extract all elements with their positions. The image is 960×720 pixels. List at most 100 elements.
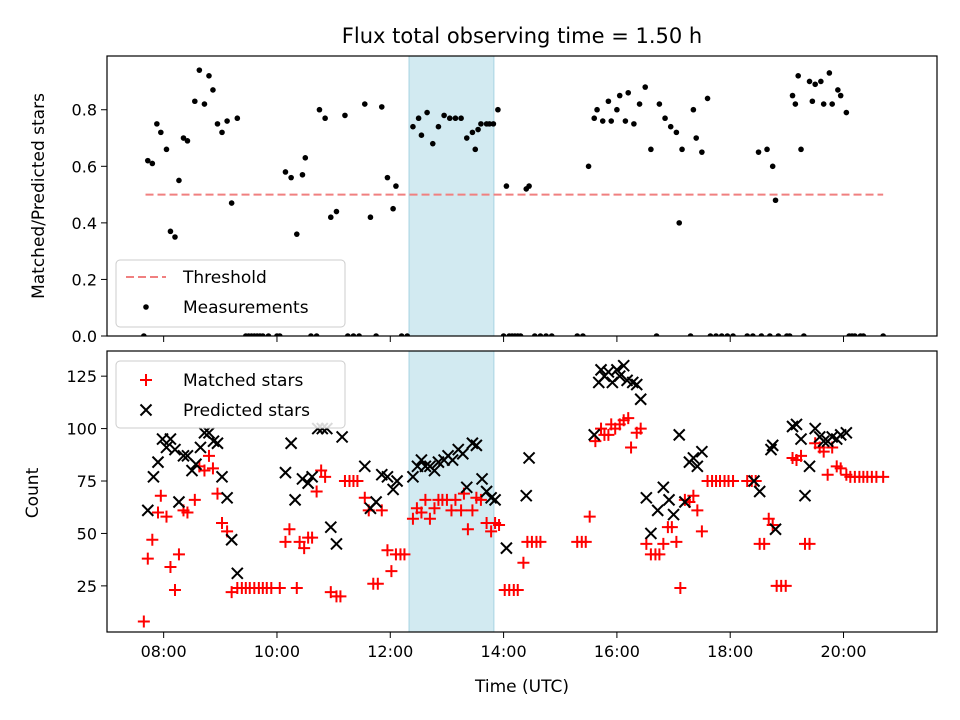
- matched-point: [670, 535, 683, 548]
- matched-point: [371, 577, 384, 590]
- matched-point: [306, 531, 319, 544]
- measurement-point: [622, 118, 629, 124]
- matched-point: [449, 493, 462, 506]
- measurement-point: [435, 123, 442, 130]
- y-tick-label: 0.4: [72, 214, 97, 233]
- measurement-point: [500, 333, 507, 336]
- measurement-point: [478, 121, 484, 127]
- predicted-point: [817, 434, 830, 448]
- measurement-point: [144, 157, 151, 164]
- measurement-point: [260, 333, 266, 336]
- predicted-point: [415, 453, 428, 467]
- y-tick-label: 0.6: [72, 157, 97, 176]
- count-panel: 25 50 75 100 125 08:00 10:00 12:00 14:00 16:00 18:…: [66, 350, 938, 661]
- measurement-point: [801, 333, 807, 336]
- legend-threshold-label: Threshold: [182, 268, 267, 288]
- x-tick-label: 20:00: [820, 642, 866, 661]
- measurement-point: [495, 106, 501, 113]
- predicted-point: [211, 437, 224, 450]
- predicted-point: [678, 495, 692, 509]
- predicted-point: [151, 455, 165, 469]
- matched-point: [315, 464, 328, 477]
- matched-point: [160, 510, 173, 523]
- measurement-point: [795, 72, 801, 79]
- series-measurements: [141, 67, 886, 336]
- measurement-point: [673, 129, 680, 136]
- predicted-point: [177, 449, 190, 463]
- measurement-point: [616, 92, 623, 99]
- y-tick-label: 25: [77, 577, 97, 596]
- measurement-point: [608, 118, 615, 124]
- measurement-point: [843, 109, 850, 116]
- measurement-point: [693, 135, 700, 141]
- x-tick-label: 14:00: [481, 642, 527, 661]
- measurement-point: [361, 101, 368, 107]
- matched-point: [485, 525, 498, 538]
- ratio-panel: 0.0 0.2 0.4 0.6 0.8 Threshold Measurements: [72, 55, 938, 346]
- matched-point: [202, 449, 215, 462]
- measurement-point: [750, 333, 756, 336]
- measurement-point: [441, 112, 447, 119]
- matched-point: [168, 584, 181, 597]
- predicted-point: [335, 430, 349, 444]
- matched-point: [164, 560, 177, 573]
- measurement-point: [469, 129, 476, 136]
- measurement-point: [410, 123, 416, 130]
- measurement-point: [276, 333, 283, 336]
- predicted-point: [808, 422, 822, 435]
- measurement-point: [755, 149, 762, 155]
- measurement-point: [393, 183, 399, 189]
- x-tick-label: 18:00: [707, 642, 753, 661]
- measurement-point: [548, 333, 555, 336]
- measurement-point: [829, 101, 835, 107]
- measurement-point: [837, 92, 844, 99]
- legend-predicted-swatch: [139, 403, 153, 417]
- predicted-point: [215, 470, 229, 484]
- predicted-point: [790, 418, 803, 431]
- measurement-point: [806, 78, 813, 85]
- predicted-point: [386, 483, 400, 496]
- measurement-point: [775, 333, 782, 336]
- y-tick-label: 0.8: [72, 101, 97, 120]
- measurement-point: [486, 121, 493, 127]
- predicted-point: [769, 523, 782, 536]
- predicted-point: [617, 359, 630, 372]
- measurement-point: [373, 333, 379, 336]
- x-axis-label: Time (UTC): [474, 677, 569, 697]
- measurement-point: [826, 70, 833, 76]
- measurement-point: [812, 81, 818, 88]
- measurement-point: [429, 140, 436, 147]
- measurement-point: [690, 106, 697, 113]
- measurement-point: [415, 115, 422, 122]
- measurement-point: [820, 101, 827, 107]
- matched-point: [795, 449, 808, 462]
- matched-point: [461, 523, 474, 536]
- measurement-point: [163, 146, 170, 153]
- measurement-point: [219, 129, 225, 136]
- measurement-point: [418, 132, 425, 138]
- predicted-point: [662, 493, 676, 507]
- measurement-point: [526, 183, 532, 189]
- predicted-point: [202, 426, 216, 439]
- y-tick-label: 100: [66, 420, 97, 439]
- legend-box: [115, 360, 346, 429]
- predicted-point: [305, 470, 319, 484]
- x-tick-label: 08:00: [141, 642, 187, 661]
- predicted-point: [381, 470, 394, 484]
- matched-point: [625, 441, 638, 454]
- predicted-point: [488, 493, 502, 507]
- legend-matched-swatch: [140, 374, 152, 386]
- matched-point: [583, 510, 596, 523]
- predicted-point: [747, 474, 761, 488]
- predicted-point: [673, 428, 686, 442]
- measurement-point: [356, 333, 362, 336]
- y-tick-label: 125: [66, 367, 97, 386]
- predicted-point: [766, 439, 779, 452]
- measurement-point: [472, 146, 479, 153]
- measurement-point: [313, 333, 320, 336]
- predicted-point: [667, 508, 680, 521]
- matched-point: [206, 462, 219, 475]
- predicted-point: [172, 495, 186, 509]
- measurement-point: [642, 84, 649, 90]
- measurement-point: [288, 174, 294, 181]
